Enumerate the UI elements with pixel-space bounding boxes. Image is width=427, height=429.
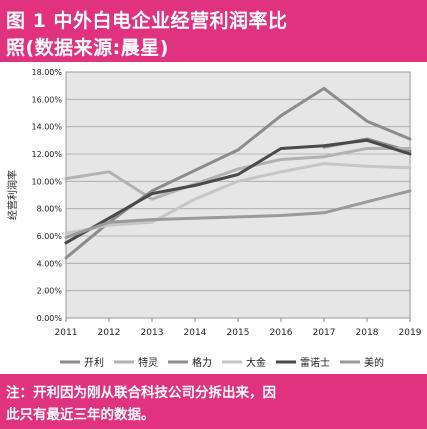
legend-label: 开利	[84, 357, 104, 369]
series-line	[64, 86, 412, 260]
series-lines	[64, 86, 412, 260]
chart-title-line1: 图 1 中外白电企业经营利润率比	[6, 10, 288, 32]
plot-area	[65, 71, 411, 319]
series-line	[64, 189, 412, 239]
x-tick-label: 2018	[356, 328, 379, 338]
note-banner: 注：开利因为刚从联合科技公司分拆出来，因 此只有最近三年的数据。	[0, 374, 427, 429]
y-axis: 0.00% 2.00% 4.00% 6.00% 8.00% 10.00% 12.00% 14.…	[31, 68, 62, 323]
y-tick-label: 8.00%	[37, 205, 63, 214]
x-tick-label: 2012	[98, 328, 121, 338]
note-line2: 此只有最近三年的数据。	[6, 407, 155, 423]
y-tick-label: 10.00%	[31, 177, 62, 186]
series-line	[64, 162, 412, 235]
y-tick-label: 18.00%	[31, 68, 62, 77]
x-tick-label: 2017	[313, 328, 336, 338]
x-tick-label: 2011	[55, 328, 78, 338]
x-tick-label: 2013	[141, 328, 164, 338]
x-tick-label: 2016	[270, 328, 293, 338]
x-axis: 2011 2012 2013 2014 2015 2016 2017 2018 2019	[55, 318, 422, 338]
y-tick-label: 0.00%	[37, 314, 63, 323]
y-tick-label: 16.00%	[31, 95, 62, 104]
y-tick-label: 12.00%	[31, 150, 62, 159]
legend-label: 大金	[246, 356, 266, 369]
legend: 开利 特灵 格力 大金 雷诺士 美的	[60, 356, 384, 369]
legend-label: 雷诺士	[300, 356, 330, 369]
x-tick-label: 2015	[227, 328, 250, 338]
chart-title-line2: 照(数据来源:晨星)	[6, 37, 169, 59]
x-tick-label: 2014	[184, 328, 207, 338]
legend-label: 特灵	[138, 357, 158, 369]
y-tick-label: 6.00%	[37, 232, 63, 241]
line-chart: 0.00% 2.00% 4.00% 6.00% 8.00% 10.00% 12.00% 14.…	[6, 68, 422, 369]
legend-label: 美的	[364, 356, 384, 369]
x-tick-label: 2019	[399, 328, 422, 338]
y-tick-label: 14.00%	[31, 123, 62, 132]
title-banner: 图 1 中外白电企业经营利润率比 照(数据来源:晨星)	[0, 0, 427, 62]
y-axis-label: 经营利润率	[6, 170, 19, 220]
legend-label: 格力	[192, 356, 212, 369]
y-tick-label: 2.00%	[37, 287, 63, 296]
note-line1: 注：开利因为刚从联合科技公司分拆出来，因	[6, 385, 276, 401]
y-tick-label: 4.00%	[37, 259, 63, 268]
series-line	[64, 138, 412, 245]
series-line	[64, 147, 412, 201]
